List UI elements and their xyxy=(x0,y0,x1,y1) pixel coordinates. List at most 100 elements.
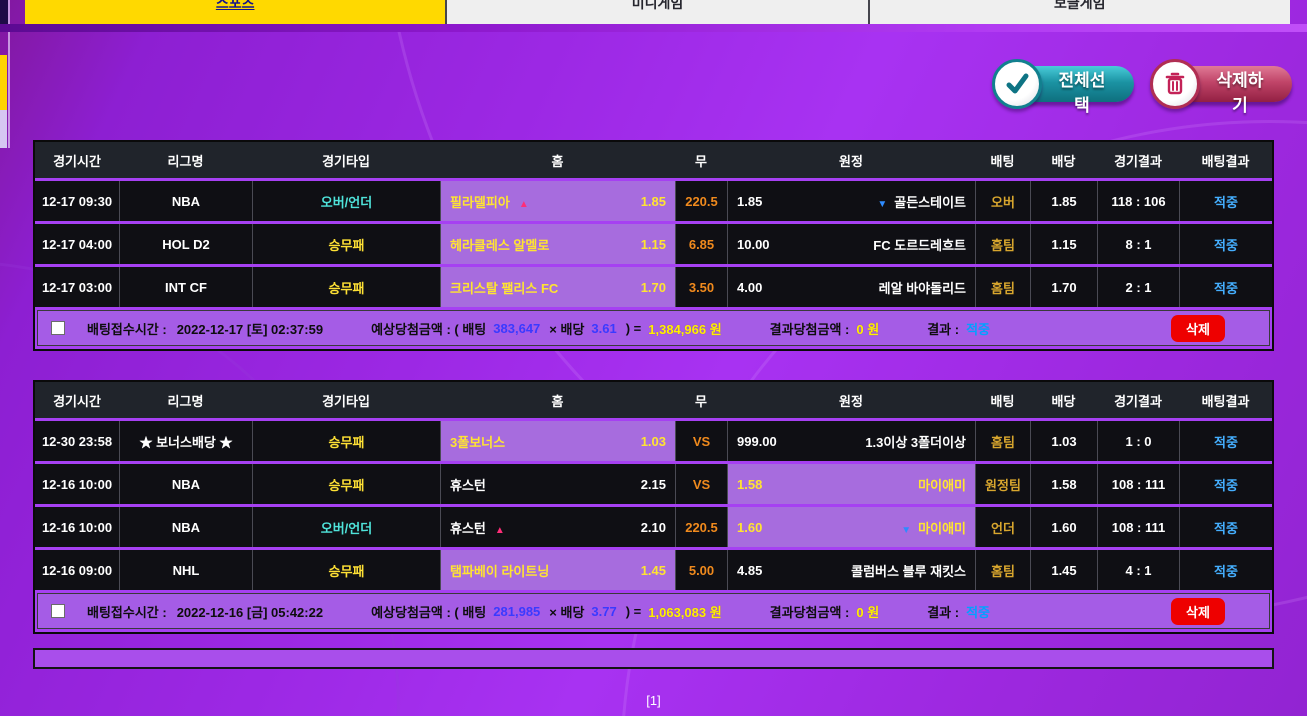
away-cell[interactable]: 1.58 마이애미 xyxy=(727,464,975,504)
home-cell[interactable]: 탬파베이 라이트닝 1.45 xyxy=(440,550,675,590)
bet-pick: 원정팀 xyxy=(975,464,1030,504)
away-odds: 1.60 xyxy=(737,519,763,535)
bet-amount-value: 281,985 xyxy=(493,603,541,619)
equals-label: ) = xyxy=(625,603,642,619)
away-cell[interactable]: 1.60 ▼ 마이애미 xyxy=(727,507,975,547)
result-value: 적중 xyxy=(966,321,990,337)
match-time: 12-16 10:00 xyxy=(35,507,119,547)
away-odds: 1.85 xyxy=(737,193,763,209)
bet-odds: 1.58 xyxy=(1030,464,1097,504)
bet-pick: 홈팀 xyxy=(975,224,1030,264)
match-type: 승무패 xyxy=(252,550,440,590)
draw-odds: VS xyxy=(675,464,727,504)
away-team-name: ▼ 골든스테이트 xyxy=(877,194,966,210)
odds-multiplier-label: × 배당 xyxy=(549,604,585,620)
match-score: 108 : 111 xyxy=(1097,507,1179,547)
select-checkbox[interactable] xyxy=(51,321,65,335)
odds-down-arrow-icon: ▼ xyxy=(901,524,912,536)
league-name: HOL D2 xyxy=(119,224,252,264)
away-team-name: 1.3이상 3폴더이상 xyxy=(865,434,966,450)
result-amount-label: 결과당첨금액 : xyxy=(769,604,850,620)
bet-amount-value: 383,647 xyxy=(493,320,541,336)
match-type: 승무패 xyxy=(252,224,440,264)
delete-slip-button[interactable]: 삭제 xyxy=(1171,314,1225,342)
away-team-name: FC 도르드레흐트 xyxy=(873,237,966,253)
column-header-league-name: 리그명 xyxy=(167,153,204,169)
tab-bogle-game[interactable]: 보글게임 xyxy=(869,0,1290,24)
match-type: 오버/언더 xyxy=(252,181,440,221)
home-cell[interactable]: 헤라클레스 알멜로 1.15 xyxy=(440,224,675,264)
bet-slip-summary-row: 배팅접수시간 : 2022-12-16 [금] 05:42:22 예상당첨금액 : … xyxy=(37,593,1270,629)
expected-amount-value: 1,063,083 원 xyxy=(648,604,722,620)
result-label: 결과 : xyxy=(927,604,960,620)
bet-result: 적중 xyxy=(1179,181,1272,221)
match-time: 12-30 23:58 xyxy=(35,421,119,461)
result-amount-value: 0 원 xyxy=(856,321,880,337)
empty-bet-slip-bar xyxy=(33,648,1274,669)
home-cell[interactable]: 3폴보너스 1.03 xyxy=(440,421,675,461)
column-header-league-name: 리그명 xyxy=(167,393,204,409)
home-odds: 1.85 xyxy=(640,193,666,209)
tab-sports[interactable]: 스포츠 xyxy=(25,0,448,24)
match-time: 12-16 09:00 xyxy=(35,550,119,590)
column-header-away-cell: 원정 xyxy=(839,393,863,409)
delete-all-button[interactable]: 삭제하기 xyxy=(1150,59,1292,115)
receipt-time-value: 2022-12-17 [토] 02:37:59 xyxy=(176,321,324,337)
match-score: 2 : 1 xyxy=(1097,267,1179,307)
bet-slip-table-1: 경기시간 리그명 경기타입 홈 무 원정 배팅 배당 경기결과 배팅결과 12-17 09:30 NB… xyxy=(33,140,1274,351)
tab-bogle-game-label: 보글게임 xyxy=(1054,0,1106,11)
away-cell[interactable]: 4.00 레알 바야돌리드 xyxy=(727,267,975,307)
bet-result: 적중 xyxy=(1179,550,1272,590)
home-odds: 2.10 xyxy=(640,519,666,535)
select-all-label: 전체선택 xyxy=(1058,71,1106,115)
draw-odds: VS xyxy=(675,421,727,461)
delete-slip-button[interactable]: 삭제 xyxy=(1171,597,1225,625)
select-all-button[interactable]: 전체선택 xyxy=(992,59,1134,115)
league-name: ★ 보너스배당 ★ xyxy=(119,421,252,461)
pagination-page-1[interactable]: [1] xyxy=(646,693,661,708)
match-row: 12-17 03:00 INT CF 승무패 크리스탈 팰리스 FC 1.70 3.50 4… xyxy=(35,267,1272,307)
bet-pick: 홈팀 xyxy=(975,421,1030,461)
match-row: 12-30 23:58 ★ 보너스배당 ★ 승무패 3폴보너스 1.03 VS 999.00… xyxy=(35,421,1272,461)
away-odds: 999.00 xyxy=(737,433,777,449)
match-score: 1 : 0 xyxy=(1097,421,1179,461)
home-cell[interactable]: 필라델피아 ▲ 1.85 xyxy=(440,181,675,221)
away-cell[interactable]: 999.00 1.3이상 3폴더이상 xyxy=(727,421,975,461)
column-header-match-type: 경기타입 xyxy=(322,393,370,409)
home-odds: 1.45 xyxy=(640,562,666,578)
away-cell[interactable]: 4.85 콜럼버스 블루 재킷스 xyxy=(727,550,975,590)
bet-odds: 1.03 xyxy=(1030,421,1097,461)
result-amount-label: 결과당첨금액 : xyxy=(769,321,850,337)
left-edge-divider xyxy=(8,0,10,148)
column-header-match-score: 경기결과 xyxy=(1114,153,1162,169)
odds-multiplier-label: × 배당 xyxy=(549,321,585,337)
match-score: 4 : 1 xyxy=(1097,550,1179,590)
bet-odds: 1.70 xyxy=(1030,267,1097,307)
total-odds-value: 3.77 xyxy=(591,603,617,619)
result-value: 적중 xyxy=(966,604,990,620)
draw-odds: 220.5 xyxy=(675,181,727,221)
home-cell[interactable]: 크리스탈 팰리스 FC 1.70 xyxy=(440,267,675,307)
column-header-bet-odds: 배당 xyxy=(1051,153,1076,169)
match-row: 12-17 04:00 HOL D2 승무패 헤라클레스 알멜로 1.15 6.85 10.… xyxy=(35,224,1272,264)
home-odds: 1.70 xyxy=(640,279,666,295)
select-checkbox[interactable] xyxy=(51,604,65,618)
column-header-home-cell: 홈 xyxy=(551,393,564,409)
column-header-match-type: 경기타입 xyxy=(322,153,370,169)
home-cell[interactable]: 휴스턴 ▲ 2.10 xyxy=(440,507,675,547)
column-header-match-score: 경기결과 xyxy=(1114,393,1162,409)
home-team-name: 필라델피아 ▲ xyxy=(450,194,529,210)
match-time: 12-17 09:30 xyxy=(35,181,119,221)
odds-up-arrow-icon: ▲ xyxy=(518,198,529,210)
column-header-bet-pick: 배팅 xyxy=(990,153,1015,169)
away-team-name: 콜럼버스 블루 재킷스 xyxy=(851,563,966,579)
total-odds-value: 3.61 xyxy=(591,320,617,336)
home-cell[interactable]: 휴스턴 2.15 xyxy=(440,464,675,504)
bet-odds: 1.60 xyxy=(1030,507,1097,547)
away-cell[interactable]: 10.00 FC 도르드레흐트 xyxy=(727,224,975,264)
away-odds: 1.58 xyxy=(737,476,763,492)
league-name: NBA xyxy=(119,181,252,221)
away-cell[interactable]: 1.85 ▼ 골든스테이트 xyxy=(727,181,975,221)
tab-minigame[interactable]: 미니게임 xyxy=(447,0,870,24)
match-score: 118 : 106 xyxy=(1097,181,1179,221)
